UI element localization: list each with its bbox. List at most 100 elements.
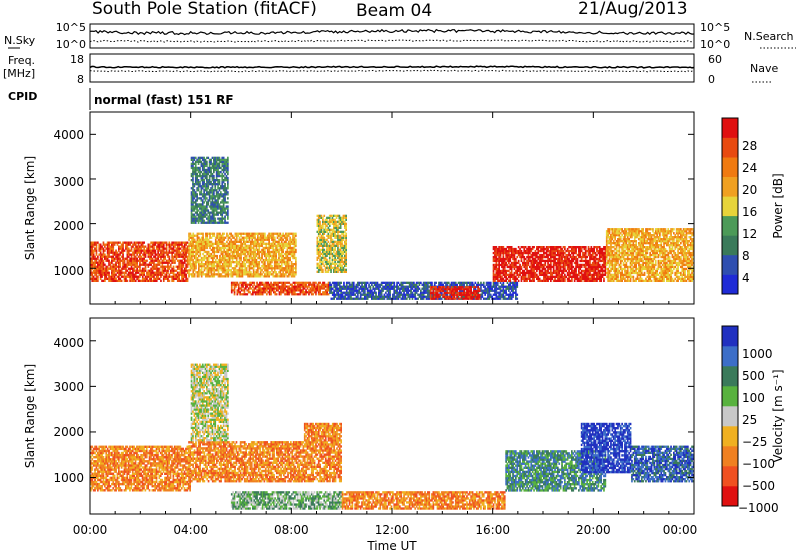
scatter-cell-2 <box>283 291 285 293</box>
scatter-cell-2 <box>237 282 239 284</box>
scatter-cell-2 <box>300 293 302 295</box>
scatter-cell-1 <box>291 253 293 255</box>
scatter-cell-2 <box>239 291 241 293</box>
scatter-cell-2 <box>262 293 264 295</box>
freq-label: Freq. <box>8 54 35 67</box>
scatter-cell-5 <box>367 288 369 290</box>
scatter-cell-5 <box>396 290 398 292</box>
scatter-cell-0 <box>145 270 147 272</box>
scatter-cell-6 <box>437 292 439 294</box>
scatter-cell-0 <box>163 246 165 248</box>
scatter-cell-1 <box>288 235 290 237</box>
scatter-cell-4 <box>194 185 196 187</box>
scatter-cell-5 <box>360 296 362 298</box>
scatter-cell-1 <box>257 241 259 243</box>
cpid-mode: normal (fast) 151 RF <box>94 93 234 107</box>
scatter-cell-0 <box>134 254 136 256</box>
scatter-cell-3 <box>345 237 347 239</box>
scatter-cell-2 <box>249 286 251 288</box>
scatter-cell-0 <box>184 246 186 248</box>
scatter-cell-4 <box>206 161 208 163</box>
scatter-cell-0 <box>122 252 124 254</box>
scatter-cell-3 <box>345 249 347 251</box>
scatter-cell-0 <box>176 258 178 260</box>
scatter-cell-1 <box>265 267 267 269</box>
scatter-cell-1 <box>264 235 266 237</box>
scatter-cell-1 <box>225 257 227 259</box>
scatter-cell-5 <box>384 298 386 300</box>
scatter-cell-4 <box>206 165 208 167</box>
scatter-cell-5 <box>406 298 408 300</box>
scatter-cell-5 <box>353 292 355 294</box>
scatter-cell-1 <box>208 265 210 267</box>
scatter-cell-3 <box>345 269 347 271</box>
scatter-cell-0 <box>122 250 124 252</box>
scatter-cell-1 <box>205 255 207 257</box>
scatter-cell-1 <box>284 275 286 277</box>
scatter-cell-4 <box>195 201 197 203</box>
scatter-cell-0 <box>171 254 173 256</box>
scatter-cell-1 <box>192 253 194 255</box>
scatter-cell-3 <box>337 225 339 227</box>
scatter-cell-5 <box>484 294 486 296</box>
scatter-cell-1 <box>226 241 228 243</box>
scatter-cell-4 <box>224 218 226 220</box>
scatter-cell-4 <box>199 181 201 183</box>
scatter-cell-2 <box>305 289 307 291</box>
scatter-cell-4 <box>219 165 221 167</box>
scatter-cell-0 <box>169 258 171 260</box>
scatter-cell-4 <box>198 163 200 165</box>
scatter-cell-0 <box>125 272 127 274</box>
scatter-cell-0 <box>148 266 150 268</box>
scatter-cell-0 <box>100 252 102 254</box>
scatter-cell-2 <box>255 287 257 289</box>
scatter-cell-1 <box>268 257 270 259</box>
nsky-tick-bottom: 10^0 <box>56 38 86 51</box>
scatter-cell-0 <box>164 256 166 258</box>
scatter-cell-1 <box>239 269 241 271</box>
scatter-cell-4 <box>203 157 205 159</box>
scatter-cell-5 <box>455 282 457 284</box>
scatter-cell-0 <box>103 248 105 250</box>
scatter-cell-4 <box>227 183 229 185</box>
scatter-cell-0 <box>169 250 171 252</box>
scatter-cell-1 <box>295 243 297 245</box>
scatter-cell-0 <box>119 262 121 264</box>
scatter-cell-3 <box>330 237 332 239</box>
scatter-cell-0 <box>108 260 110 262</box>
scatter-cell-5 <box>491 288 493 290</box>
scatter-cell-3 <box>340 249 342 251</box>
scatter-cell-4 <box>195 157 197 159</box>
scatter-cell-1 <box>243 239 245 241</box>
scatter-cell-0 <box>104 264 106 266</box>
scatter-cell-3 <box>330 265 332 267</box>
scatter-cell-4 <box>206 205 208 207</box>
scatter-cell-6 <box>430 290 432 292</box>
scatter-cell-3 <box>345 225 347 227</box>
scatter-cell-2 <box>273 286 275 288</box>
scatter-cell-4 <box>203 179 205 181</box>
scatter-cell-1 <box>291 249 293 251</box>
scatter-cell-2 <box>326 291 328 293</box>
scatter-cell-0 <box>159 278 161 280</box>
scatter-cell-1 <box>219 255 221 257</box>
scatter-cell-0 <box>96 246 98 248</box>
scatter-cell-0 <box>173 280 175 282</box>
scatter-cell-0 <box>115 274 117 276</box>
scatter-cell-4 <box>196 199 198 201</box>
scatter-cell-5 <box>473 284 475 286</box>
scatter-cell-2 <box>294 284 296 286</box>
scatter-cell-1 <box>239 253 241 255</box>
scatter-cell-0 <box>119 254 121 256</box>
scatter-cell-6 <box>435 286 437 288</box>
scatter-cell-0 <box>136 258 138 260</box>
scatter-cell-1 <box>250 271 252 273</box>
scatter-cell-1 <box>261 255 263 257</box>
scatter-cell-1 <box>264 251 266 253</box>
scatter-cell-0 <box>96 244 98 246</box>
scatter-cell-3 <box>328 227 330 229</box>
scatter-cell-0 <box>178 278 180 280</box>
scatter-cell-5 <box>381 294 383 296</box>
scatter-cell-5 <box>516 294 518 296</box>
scatter-cell-1 <box>221 249 223 251</box>
